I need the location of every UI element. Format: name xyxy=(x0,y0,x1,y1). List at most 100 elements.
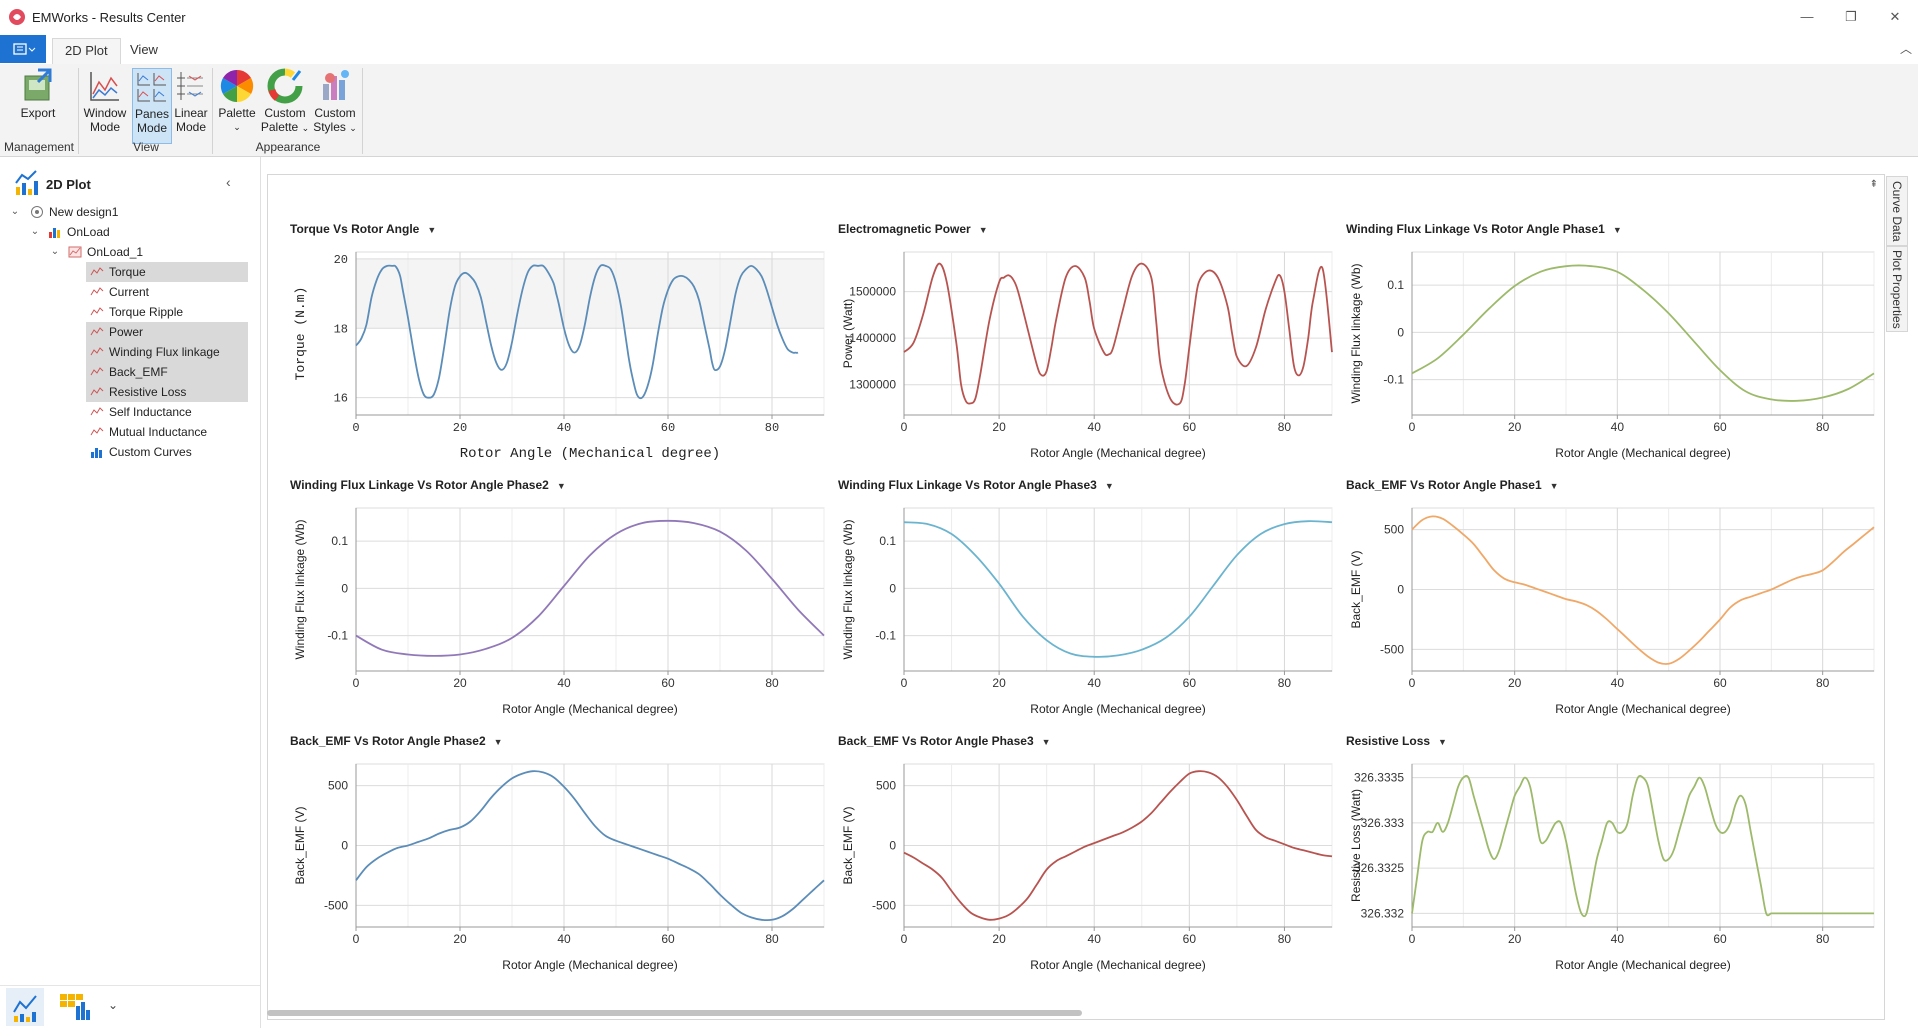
tree-design[interactable]: New design1 xyxy=(30,202,118,222)
curve-icon xyxy=(90,287,104,296)
chart-svg: 0 20 40 60 80 -500 0 500 Rotor Angle (Mechanical… xyxy=(1349,507,1875,716)
side-tab-plot-properties[interactable]: Plot Properties xyxy=(1886,246,1908,332)
tree-item-label: Mutual Inductance xyxy=(109,425,208,439)
more-views-chevron-icon[interactable]: ⌄ xyxy=(108,998,119,1012)
collapse-panel-icon[interactable]: ‹ xyxy=(226,174,231,190)
tree-run[interactable]: OnLoad_1 xyxy=(68,242,143,262)
side-tab-curve-data[interactable]: Curve Data xyxy=(1886,176,1908,246)
tree-item-torque[interactable]: Torque xyxy=(86,262,248,282)
tree-item-torque-ripple[interactable]: Torque Ripple xyxy=(86,302,248,322)
y-tick-label: -0.1 xyxy=(875,629,896,643)
custom-styles-button[interactable]: Custom Styles ⌄ xyxy=(312,68,358,142)
custom-palette-button[interactable]: Custom Palette ⌄ xyxy=(260,68,310,142)
linear-mode-button[interactable]: Linear Mode xyxy=(172,68,210,142)
chart-title[interactable]: Back_EMF Vs Rotor Angle Phase2 ▼ xyxy=(290,734,503,748)
table-view-button[interactable] xyxy=(54,988,92,1026)
tree-study[interactable]: OnLoad xyxy=(48,222,110,242)
x-tick-label: 20 xyxy=(453,932,467,946)
tree-item-label: Current xyxy=(109,285,150,299)
y-tick-label: 0 xyxy=(341,581,348,595)
tree-item-back-emf[interactable]: Back_EMF xyxy=(86,362,248,382)
series-line[interactable] xyxy=(1411,515,1875,665)
x-tick-label: 80 xyxy=(1278,932,1292,946)
chart-title[interactable]: Back_EMF Vs Rotor Angle Phase3 ▼ xyxy=(838,734,1051,748)
group-label-view: View xyxy=(133,140,159,154)
tree-item-custom-curves[interactable]: Custom Curves xyxy=(86,442,248,462)
chart-title[interactable]: Resistive Loss ▼ xyxy=(1346,734,1447,748)
chart-title[interactable]: Winding Flux Linkage Vs Rotor Angle Phas… xyxy=(1346,222,1622,236)
chart-flux-phase1: Winding Flux Linkage Vs Rotor Angle Phas… xyxy=(1346,222,1880,467)
chart-dropdown-icon[interactable]: ▼ xyxy=(1104,481,1114,491)
palette-button[interactable]: Palette ⌄ xyxy=(216,68,258,142)
chart-dropdown-icon[interactable]: ▼ xyxy=(1612,225,1622,235)
chart-title[interactable]: Torque Vs Rotor Angle ▼ xyxy=(290,222,437,236)
chart-dropdown-icon[interactable]: ▼ xyxy=(1438,737,1447,747)
chart-dropdown-icon[interactable]: ▼ xyxy=(1549,481,1559,491)
x-tick-label: 40 xyxy=(1611,676,1625,690)
close-button[interactable]: ✕ xyxy=(1889,9,1901,24)
pin-icon[interactable]: ⇞ xyxy=(1869,179,1878,190)
chart-dropdown-icon[interactable]: ▼ xyxy=(427,225,437,235)
y-tick-label: -0.1 xyxy=(327,629,348,643)
tree-item-label: Torque Ripple xyxy=(109,305,184,319)
x-tick-label: 60 xyxy=(1713,676,1727,690)
chart-dropdown-icon[interactable]: ▼ xyxy=(1041,737,1051,747)
chart-svg: 0 20 40 60 80 -500 0 500 Rotor Angle (Mechanical… xyxy=(841,763,1333,972)
expander-chevron-icon[interactable]: ⌄ xyxy=(30,226,40,237)
collapse-ribbon-icon[interactable]: ︿ xyxy=(1899,42,1912,56)
series-line[interactable] xyxy=(903,520,1333,658)
bottom-toolbar: ⌄ xyxy=(0,985,260,1029)
panes-mode-button[interactable]: Panes Mode xyxy=(132,68,172,144)
tree-item-current[interactable]: Current xyxy=(86,282,248,302)
group-label-appearance: Appearance xyxy=(255,140,321,154)
y-axis-label: Winding Flux linkage (Wb) xyxy=(293,519,307,659)
chart-title[interactable]: Electromagnetic Power ▼ xyxy=(838,222,988,236)
chart-dropdown-icon[interactable]: ▼ xyxy=(978,225,988,235)
series-line[interactable] xyxy=(355,519,825,657)
2d-plot-view-button[interactable] xyxy=(6,988,44,1026)
palette-icon xyxy=(220,69,254,103)
series-line[interactable] xyxy=(1411,264,1875,402)
tab-2d-plot[interactable]: 2D Plot xyxy=(52,38,121,65)
expander-chevron-icon[interactable]: ⌄ xyxy=(10,206,20,217)
y-tick-label: -500 xyxy=(872,898,896,912)
y-tick-label: 0 xyxy=(1397,325,1404,339)
tree-item-mutual-inductance[interactable]: Mutual Inductance xyxy=(86,422,248,442)
chart-title[interactable]: Winding Flux Linkage Vs Rotor Angle Phas… xyxy=(838,478,1114,492)
export-button[interactable]: Export xyxy=(8,68,68,142)
chart-flux-phase3: Winding Flux Linkage Vs Rotor Angle Phas… xyxy=(838,478,1338,723)
ribbon: Export Management Window Mode Panes Mode xyxy=(0,64,1918,157)
minimize-button[interactable]: — xyxy=(1800,9,1814,24)
tab-view[interactable]: View xyxy=(130,42,158,57)
restore-button[interactable]: ❐ xyxy=(1845,9,1857,24)
series-line[interactable] xyxy=(355,264,799,400)
design-icon xyxy=(31,206,43,218)
x-tick-label: 60 xyxy=(1183,932,1197,946)
file-menu-button[interactable] xyxy=(0,35,46,63)
expander-chevron-icon[interactable]: ⌄ xyxy=(50,246,60,257)
tree-item-label: Self Inductance xyxy=(109,405,192,419)
curve-icon xyxy=(90,267,104,276)
tree-item-self-inductance[interactable]: Self Inductance xyxy=(86,402,248,422)
x-tick-label: 40 xyxy=(557,932,571,946)
series-line[interactable] xyxy=(1411,774,1874,918)
tree-item-winding-flux-linkage[interactable]: Winding Flux linkage xyxy=(86,342,248,362)
custom-styles-dropdown-icon: ⌄ xyxy=(349,123,357,133)
chart-dropdown-icon[interactable]: ▼ xyxy=(556,481,566,491)
export-label: Export xyxy=(20,106,56,120)
x-tick-label: 60 xyxy=(661,676,675,690)
series-line[interactable] xyxy=(355,770,825,922)
export-icon xyxy=(24,68,52,101)
horizontal-scrollbar[interactable] xyxy=(267,1010,1082,1016)
chart-dropdown-icon[interactable]: ▼ xyxy=(493,737,503,747)
chart-title[interactable]: Back_EMF Vs Rotor Angle Phase1 ▼ xyxy=(1346,478,1559,492)
window-mode-button[interactable]: Window Mode xyxy=(82,68,128,142)
series-line[interactable] xyxy=(903,770,1333,921)
tree-item-power[interactable]: Power xyxy=(86,322,248,342)
plot-frame xyxy=(1411,251,1875,416)
chart-title[interactable]: Winding Flux Linkage Vs Rotor Angle Phas… xyxy=(290,478,566,492)
tree-item-resistive-loss[interactable]: Resistive Loss xyxy=(86,382,248,402)
series-line[interactable] xyxy=(903,262,1333,406)
2d-plot-view-icon xyxy=(13,995,37,1022)
y-tick-label: 16 xyxy=(334,392,348,406)
